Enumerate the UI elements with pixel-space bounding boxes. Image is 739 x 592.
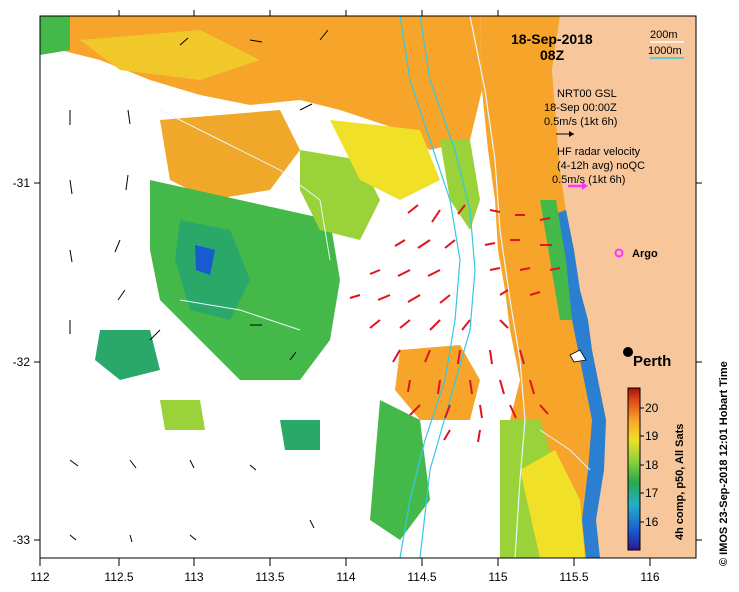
- hf-title: HF radar velocity: [557, 146, 641, 158]
- x-tick-label: 114: [336, 570, 355, 584]
- x-tick-label: 115.5: [559, 570, 588, 584]
- nrt-date: 18-Sep 00:00Z: [544, 102, 617, 114]
- land-area: [552, 16, 696, 558]
- colorbar-tick: 20: [645, 401, 659, 415]
- coastal-cool-band: [552, 210, 606, 558]
- model-velocity-arrows: [69, 29, 329, 543]
- model-velocity-legend: NRT00 GSL 18-Sep 00:00Z 0.5m/s (1kt 6h): [544, 88, 617, 137]
- y-tick-label: -33: [13, 533, 31, 547]
- colorbar-label: 4h comp, p50, All Sats: [674, 424, 686, 540]
- y-axis-ticks: [34, 182, 702, 541]
- x-tick-labels: 112 112.5 113 113.5 114 114.5 115 115.5 …: [30, 570, 659, 584]
- x-tick-label: 113.5: [255, 570, 284, 584]
- colorbar-tick: 17: [645, 486, 659, 500]
- x-tick-label: 112: [30, 570, 49, 584]
- nrt-scale: 0.5m/s (1kt 6h): [544, 116, 617, 128]
- depth-contours: [159, 15, 591, 559]
- plot-frame: [39, 15, 697, 559]
- x-tick-label: 116: [640, 570, 659, 584]
- depth-legend: 200m 1000m: [648, 29, 684, 59]
- perth-label: Perth: [633, 353, 671, 370]
- x-tick-label: 113: [184, 570, 203, 584]
- sst-field: [40, 16, 696, 558]
- hf-radar-arrows: [349, 204, 561, 443]
- map-date: 18-Sep-2018: [511, 31, 593, 47]
- colorbar: 20 19 18 17 16 4h comp, p50, All Sats: [627, 387, 686, 551]
- nrt-label: NRT00 GSL: [557, 88, 617, 100]
- y-tick-labels: -31 -32 -33: [13, 176, 31, 547]
- depth-1000m-label: 1000m: [648, 45, 682, 57]
- colorbar-tick: 16: [645, 515, 659, 529]
- colorbar-tick: 19: [645, 429, 659, 443]
- x-tick-label: 115: [488, 570, 507, 584]
- map-time: 08Z: [540, 47, 565, 63]
- y-tick-label: -31: [13, 176, 31, 190]
- x-tick-label: 112.5: [104, 570, 133, 584]
- hf-subtitle: (4-12h avg) noQC: [557, 160, 645, 172]
- argo-label: Argo: [632, 248, 658, 260]
- colorbar-tick: 18: [645, 458, 659, 472]
- y-tick-label: -32: [13, 355, 31, 369]
- copyright-caption: © IMOS 23-Sep-2018 12:01 Hobart Time: [718, 361, 730, 566]
- depth-200m-label: 200m: [650, 29, 678, 41]
- perth-marker: Perth: [569, 347, 671, 370]
- x-axis-ticks: [39, 10, 651, 566]
- hf-scale: 0.5m/s (1kt 6h): [552, 174, 625, 186]
- hf-radar-legend: HF radar velocity (4-12h avg) noQC 0.5m/…: [552, 146, 645, 190]
- argo-marker: Argo: [614, 248, 658, 260]
- x-tick-label: 114.5: [407, 570, 436, 584]
